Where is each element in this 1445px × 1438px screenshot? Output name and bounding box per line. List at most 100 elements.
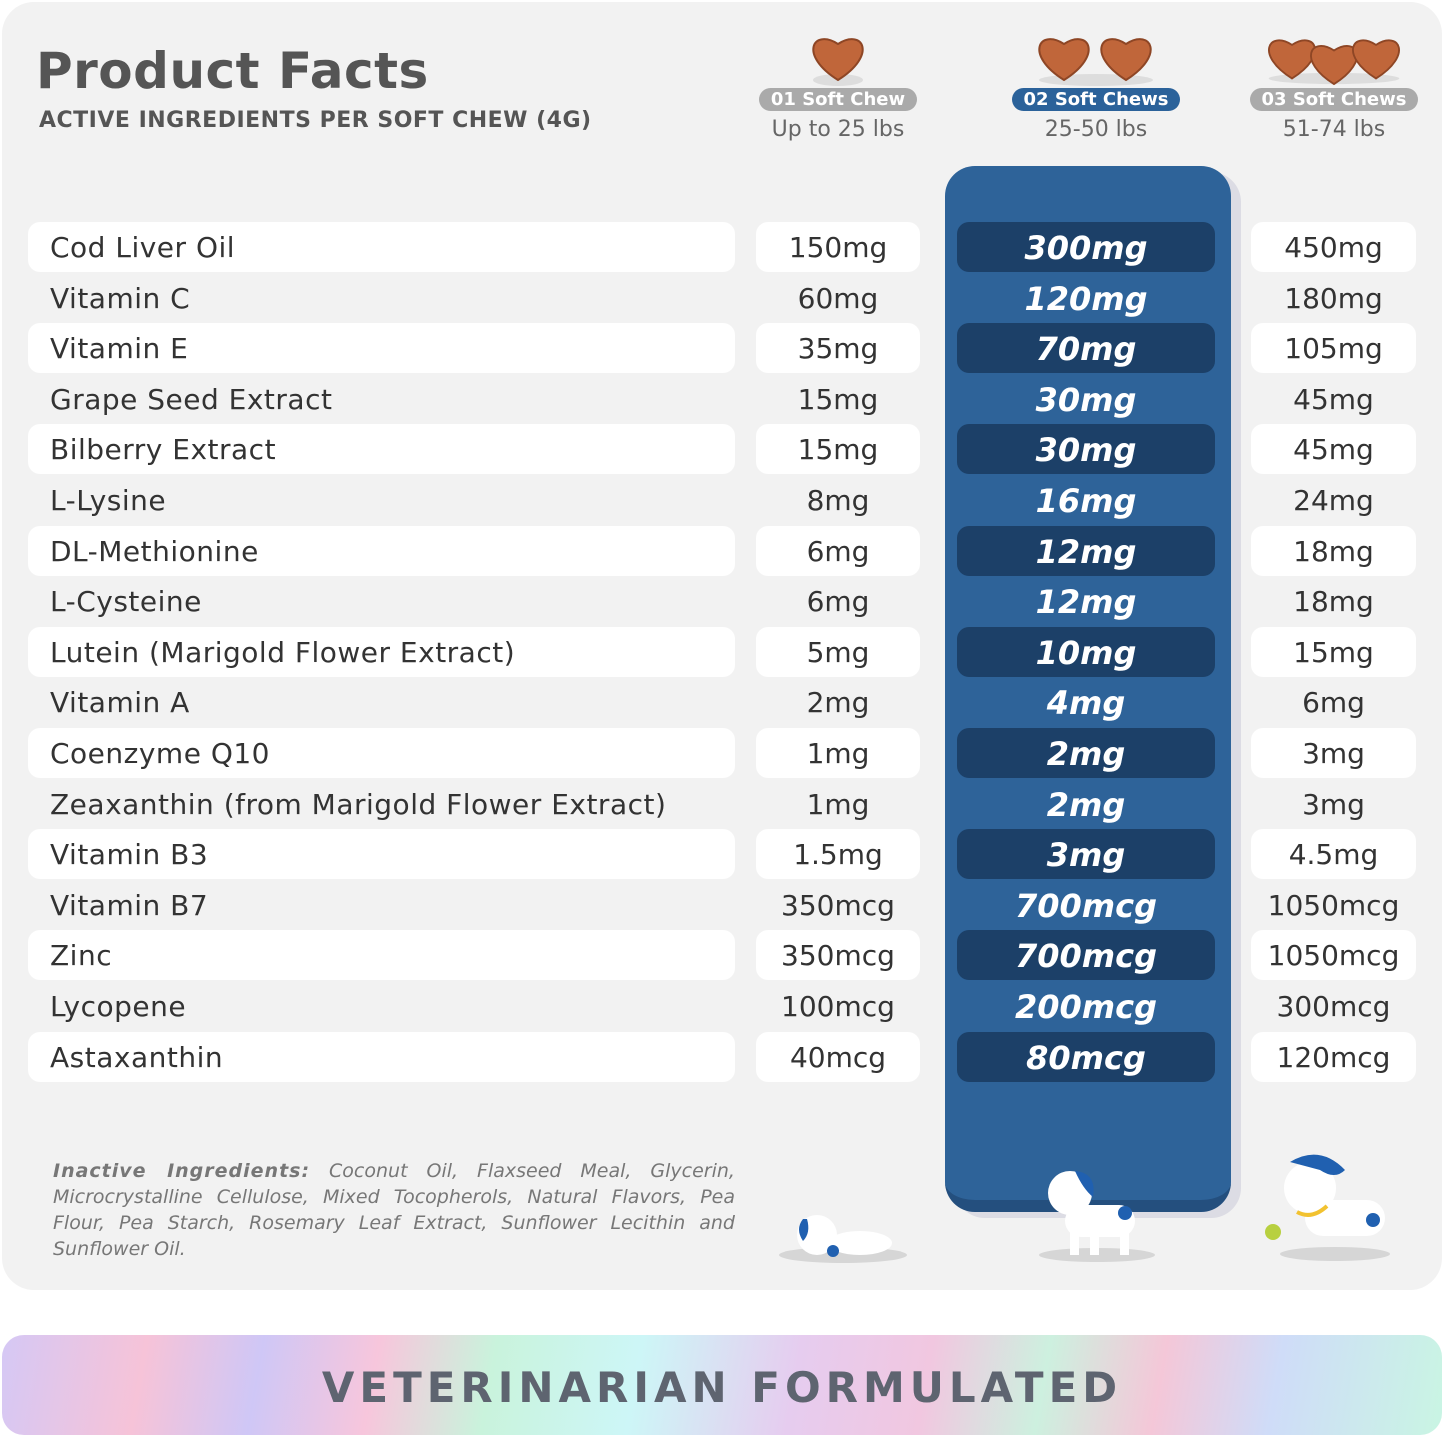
ingredient-name: L-Lysine [50,484,167,517]
row-bg [1251,728,1416,778]
row-bg [756,829,920,880]
row-bg [28,930,735,981]
dose-pill: 01 Soft Chew [758,88,918,111]
row-bg [957,1031,1215,1082]
ingredient-name: L-Cysteine [50,585,202,619]
ingredient-name: Lutein (Marigold Flower Extract) [50,635,516,669]
ingredient-name: Cod Liver Oil [50,231,236,264]
row-bg [28,525,735,576]
row-bg [1251,424,1416,475]
column-header-2: 02 Soft Chews 25-50 lbs [976,28,1216,142]
amount-1-chew: 6mg [806,534,870,568]
row-bg [1251,829,1416,880]
amount-3-chews: 120mcg [1276,1040,1391,1074]
ingredient-row: L-Lysine 8mg 16mg 24mg [0,475,1445,525]
page-subtitle: ACTIVE INGREDIENTS PER SOFT CHEW (4G) [39,108,592,133]
amount-2-chews: 12mg [1035,583,1137,622]
dose-pill: 03 Soft Chews [1249,88,1419,111]
ingredient-row: Cod Liver Oil 150mg 300mg 450mg [0,222,1445,272]
row-bg [1251,930,1416,981]
row-bg [957,424,1215,475]
row-bg [756,424,920,475]
ingredient-name: Zinc [50,939,113,973]
row-bg [1251,525,1416,576]
ingredient-row: Astaxanthin 40mcg 80mcg 120mcg [0,1031,1445,1082]
soft-chew-icon [1268,39,1400,86]
row-bg [1251,1031,1416,1082]
dose-pill: 02 Soft Chews [1011,88,1181,111]
amount-2-chews: 4mg [1046,684,1126,723]
ingredient-row: DL-Methionine 6mg 12mg 18mg [0,525,1445,576]
amount-3-chews: 105mg [1284,332,1383,366]
inactive-ingredients: Inactive Ingredients: Coconut Oil, Flaxs… [53,1158,735,1262]
amount-1-chew: 40mcg [789,1040,887,1074]
row-bg [28,728,735,778]
ingredient-name: Grape Seed Extract [50,382,333,416]
row-bg [957,323,1215,374]
amount-3-chews: 24mg [1293,484,1374,517]
amount-2-chews: 200mcg [1014,988,1157,1026]
amount-1-chew: 350mcg [781,888,895,922]
amount-1-chew: 35mg [797,332,879,366]
amount-3-chews: 180mg [1284,281,1383,315]
ingredient-name: Astaxanthin [50,1040,224,1074]
column-header-1: 01 Soft Chew Up to 25 lbs [718,28,958,142]
ingredient-name: Coenzyme Q10 [50,737,270,770]
amount-1-chew: 100mcg [781,990,895,1023]
weight-range: Up to 25 lbs [771,117,905,142]
inactive-label: Inactive Ingredients: [53,1160,311,1182]
ingredient-row: Coenzyme Q10 1mg 2mg 3mg [0,728,1445,778]
row-bg [756,323,920,374]
amount-1-chew: 5mg [806,635,870,669]
amount-1-chew: 8mg [806,484,870,517]
row-bg [28,222,735,272]
ingredient-name: Bilberry Extract [50,433,277,467]
ingredient-row: Vitamin B7 350mcg 700mcg 1050mcg [0,880,1445,930]
row-bg [28,626,735,677]
ingredient-name: DL-Methionine [50,534,259,568]
amount-1-chew: 1mg [806,787,870,821]
ingredient-name: Lycopene [50,990,187,1023]
amount-2-chews: 2mg [1046,785,1126,824]
ingredient-row: Bilberry Extract 15mg 30mg 45mg [0,424,1445,475]
ingredient-row: Zinc 350mcg 700mcg 1050mcg [0,930,1445,981]
row-bg [756,930,920,981]
row-bg [1251,626,1416,677]
ingredient-name: Vitamin A [50,686,190,720]
row-bg [756,525,920,576]
row-bg [957,728,1215,778]
amount-3-chews: 18mg [1293,534,1374,568]
column-header-3: 03 Soft Chews 51-74 lbs [1214,28,1445,142]
amount-1-chew: 6mg [806,585,870,619]
amount-3-chews: 4.5mg [1288,838,1379,872]
amount-1-chew: 150mg [788,231,888,264]
ingredient-row: Vitamin B3 1.5mg 3mg 4.5mg [0,829,1445,880]
row-bg [957,626,1215,677]
amount-2-chews: 70mg [1035,330,1137,369]
amount-1-chew: 60mg [797,281,879,315]
ingredient-name: Vitamin B3 [50,838,209,872]
row-bg [957,222,1215,272]
amount-3-chews: 18mg [1293,585,1374,619]
veterinarian-formulated-banner: VETERINARIAN FORMULATED [2,1335,1442,1435]
ingredient-row: L-Cysteine 6mg 12mg 18mg [0,576,1445,626]
amount-3-chews: 1050mcg [1267,888,1400,922]
amount-3-chews: 450mg [1284,231,1383,264]
inactive-text: Coconut Oil, Flaxseed Meal, Glycerin, Mi… [53,1160,735,1260]
standing-dog-icon [1039,1171,1155,1262]
row-bg [957,829,1215,880]
amount-2-chews: 30mg [1035,380,1137,419]
weight-range: 25-50 lbs [1044,117,1148,142]
row-bg [28,323,735,374]
amount-2-chews: 2mg [1046,735,1126,773]
ingredient-name: Zeaxanthin (from Marigold Flower Extract… [50,787,667,821]
amount-2-chews: 10mg [1035,633,1137,672]
amount-2-chews: 700mcg [1014,937,1157,976]
sleeping-dog-icon [779,1215,907,1263]
banner-text: VETERINARIAN FORMULATED [321,1363,1123,1412]
ingredient-row: Vitamin E 35mg 70mg 105mg [0,323,1445,374]
amount-2-chews: 16mg [1035,482,1137,520]
row-bg [957,525,1215,576]
ingredient-row: Vitamin C 60mg 120mg 180mg [0,273,1445,323]
amount-2-chews: 120mg [1024,279,1148,318]
